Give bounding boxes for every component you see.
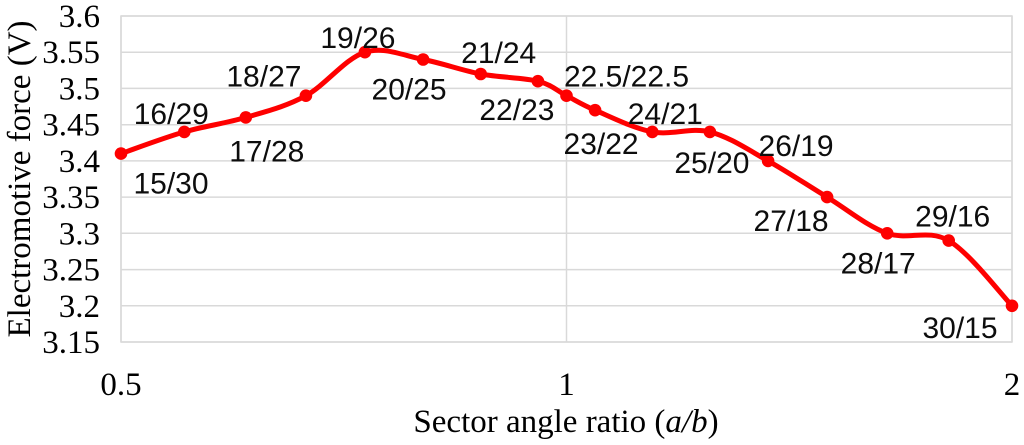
y-tick-label: 3.15 <box>42 325 100 361</box>
x-axis-title: Sector angle ratio (a/b) <box>413 404 718 440</box>
data-point-marker <box>114 147 128 160</box>
y-tick-label: 3.55 <box>42 35 100 71</box>
data-point-marker <box>239 111 253 124</box>
data-point-label: 30/15 <box>922 312 997 345</box>
data-point-marker <box>560 89 573 102</box>
y-tick-label: 3.6 <box>59 0 100 35</box>
y-axis-title: Electromotive force (V) <box>2 20 38 337</box>
data-point-marker <box>942 234 955 247</box>
data-point-label: 28/17 <box>841 247 916 280</box>
data-point-marker <box>1005 299 1019 313</box>
data-point-marker <box>646 125 659 139</box>
data-point-label: 25/20 <box>674 147 749 180</box>
y-tick-label: 3.35 <box>42 180 100 216</box>
data-point-label: 22/23 <box>479 94 554 127</box>
data-point-label: 19/26 <box>320 22 395 55</box>
data-point-label: 24/21 <box>628 98 703 131</box>
data-point-label: 17/28 <box>229 135 304 168</box>
data-point-label: 22.5/22.5 <box>564 61 689 94</box>
data-point-label: 16/29 <box>134 98 209 131</box>
data-point-label: 21/24 <box>461 37 536 70</box>
data-point-label: 18/27 <box>226 61 301 94</box>
data-point-marker <box>299 89 313 102</box>
data-point-label: 20/25 <box>372 74 447 107</box>
y-tick-label: 3.4 <box>59 144 100 180</box>
data-point-marker <box>474 67 488 81</box>
data-point-marker <box>880 227 894 240</box>
grid-layer <box>120 15 1013 343</box>
data-point-label: 27/18 <box>754 205 829 238</box>
series-layer <box>114 45 1019 313</box>
tick-label-layer: 3.63.553.53.453.43.353.33.253.23.150.5 1 2 <box>42 0 1020 403</box>
data-point-label: 29/16 <box>915 201 990 234</box>
plot-border <box>120 15 1013 343</box>
y-tick-label: 3.3 <box>59 216 100 252</box>
data-point-marker <box>588 103 602 117</box>
x-axis-title-suffix: ) <box>708 404 719 440</box>
data-point-marker <box>703 125 717 139</box>
data-point-marker <box>416 53 430 66</box>
data-label-layer: 15/30 16/29 17/28 18/27 19/26 20/25 21/24 22/23… <box>133 22 997 345</box>
data-point-label: 23/22 <box>564 128 639 161</box>
data-point-label: 15/30 <box>133 168 208 201</box>
y-tick-label: 3.2 <box>59 289 100 325</box>
data-point-marker <box>761 154 775 168</box>
y-tick-label: 3.5 <box>59 71 100 107</box>
x-axis-title-variable: a/b <box>665 404 707 440</box>
data-point-marker <box>178 125 191 139</box>
y-tick-label: 3.45 <box>42 108 100 144</box>
y-tick-label: 3.25 <box>42 253 100 289</box>
x-tick-label: 2 <box>1004 367 1021 403</box>
data-point-marker <box>358 45 372 59</box>
x-tick-label: 0.5 <box>100 367 141 403</box>
x-tick-label: 1 <box>558 367 575 403</box>
data-point-marker <box>820 190 834 204</box>
data-point-marker <box>531 74 545 88</box>
data-point-label: 26/19 <box>759 130 834 163</box>
x-axis-title-prefix: Sector angle ratio ( <box>413 404 665 440</box>
